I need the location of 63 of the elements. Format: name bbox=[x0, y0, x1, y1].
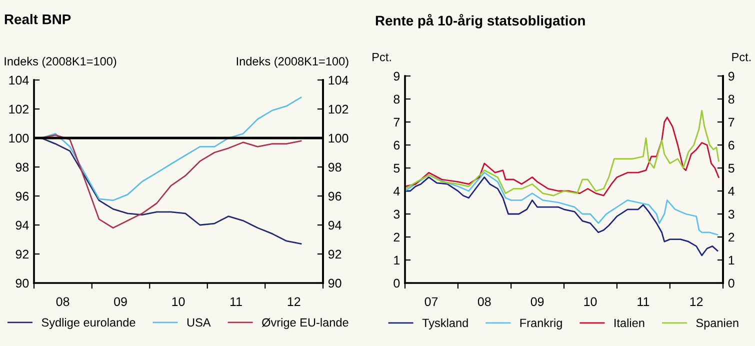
x-tick-label: 12 bbox=[690, 297, 703, 306]
y-tick-label: 4 bbox=[393, 186, 400, 196]
y2-tick-label: 98 bbox=[328, 162, 342, 172]
y2-tick-label: 100 bbox=[328, 134, 348, 143]
y2-tick-label: 102 bbox=[328, 104, 348, 114]
y2-tick-label: 4 bbox=[728, 186, 734, 196]
y2-tick-label: 7 bbox=[728, 118, 734, 127]
legend-label: Øvrige EU-lande bbox=[262, 318, 348, 329]
y-tick-label: 9 bbox=[394, 72, 400, 81]
legend-label: USA bbox=[187, 318, 211, 327]
y-tick-label: 6 bbox=[394, 140, 400, 150]
y-tick-label: 3 bbox=[394, 210, 400, 219]
x-tick-label: 10 bbox=[584, 297, 597, 306]
y2-tick-label: 96 bbox=[328, 192, 342, 201]
y-tick-label: 8 bbox=[394, 94, 400, 104]
y2-tick-label: 8 bbox=[728, 94, 734, 104]
y2-tick-label: 1 bbox=[728, 256, 734, 265]
y-tick-label: 104 bbox=[9, 76, 29, 85]
y2-tick-label: 104 bbox=[328, 76, 348, 85]
x-tick-label: 07 bbox=[424, 297, 438, 306]
line-series bbox=[40, 96, 302, 202]
y-tick-label: 7 bbox=[394, 118, 400, 127]
x-tick-label: 08 bbox=[56, 297, 70, 306]
x-tick-label: 10 bbox=[172, 297, 185, 306]
chart-title: Rente på 10-årig statsobligation bbox=[376, 14, 585, 28]
legend-label: Sydlige eurolande bbox=[42, 318, 136, 329]
y2-tick-label: 94 bbox=[328, 220, 342, 230]
line-series bbox=[405, 176, 718, 256]
y-tick-label: 92 bbox=[16, 250, 29, 259]
y-tick-label: 2 bbox=[394, 232, 400, 242]
x-tick-label: 11 bbox=[638, 297, 650, 306]
x-tick-label: 11 bbox=[230, 297, 242, 306]
y2-axis-title: Indeks (2008K1=100) bbox=[236, 56, 348, 68]
x-tick-label: 09 bbox=[114, 297, 127, 306]
legend-label: Spanien bbox=[696, 318, 738, 330]
y-axis-title: Pct. bbox=[372, 53, 391, 62]
y-tick-label: 100 bbox=[9, 134, 29, 143]
y2-tick-label: 3 bbox=[728, 210, 734, 219]
legend-label: Italien bbox=[614, 318, 644, 328]
line-series bbox=[405, 172, 718, 236]
y-tick-label: 94 bbox=[16, 220, 29, 230]
y-axis-title: Indeks (2008K1=100) bbox=[4, 56, 116, 68]
x-tick-label: 09 bbox=[530, 297, 544, 306]
x-tick-label: 12 bbox=[288, 297, 300, 306]
legend-label: Tyskland bbox=[422, 318, 468, 330]
y2-tick-label: 5 bbox=[728, 164, 734, 173]
y-tick-label: 0 bbox=[394, 278, 400, 288]
y2-tick-label: 90 bbox=[328, 278, 342, 288]
y-tick-label: 5 bbox=[394, 164, 400, 173]
legend-label: Frankrig bbox=[520, 318, 562, 330]
y-tick-label: 102 bbox=[9, 104, 29, 114]
chart-title: Realt BNP bbox=[4, 14, 71, 24]
y2-tick-label: 9 bbox=[728, 72, 734, 81]
y-tick-label: 98 bbox=[16, 162, 29, 172]
y-tick-label: 90 bbox=[16, 278, 29, 288]
x-tick-label: 08 bbox=[478, 297, 491, 306]
y2-tick-label: 6 bbox=[728, 140, 734, 150]
y-tick-label: 96 bbox=[16, 192, 29, 201]
y2-axis-title: Pct. bbox=[732, 53, 751, 62]
y2-tick-label: 0 bbox=[728, 278, 734, 288]
y2-tick-label: 92 bbox=[328, 250, 342, 259]
y2-tick-label: 2 bbox=[728, 232, 734, 242]
y-tick-label: 1 bbox=[394, 256, 400, 265]
